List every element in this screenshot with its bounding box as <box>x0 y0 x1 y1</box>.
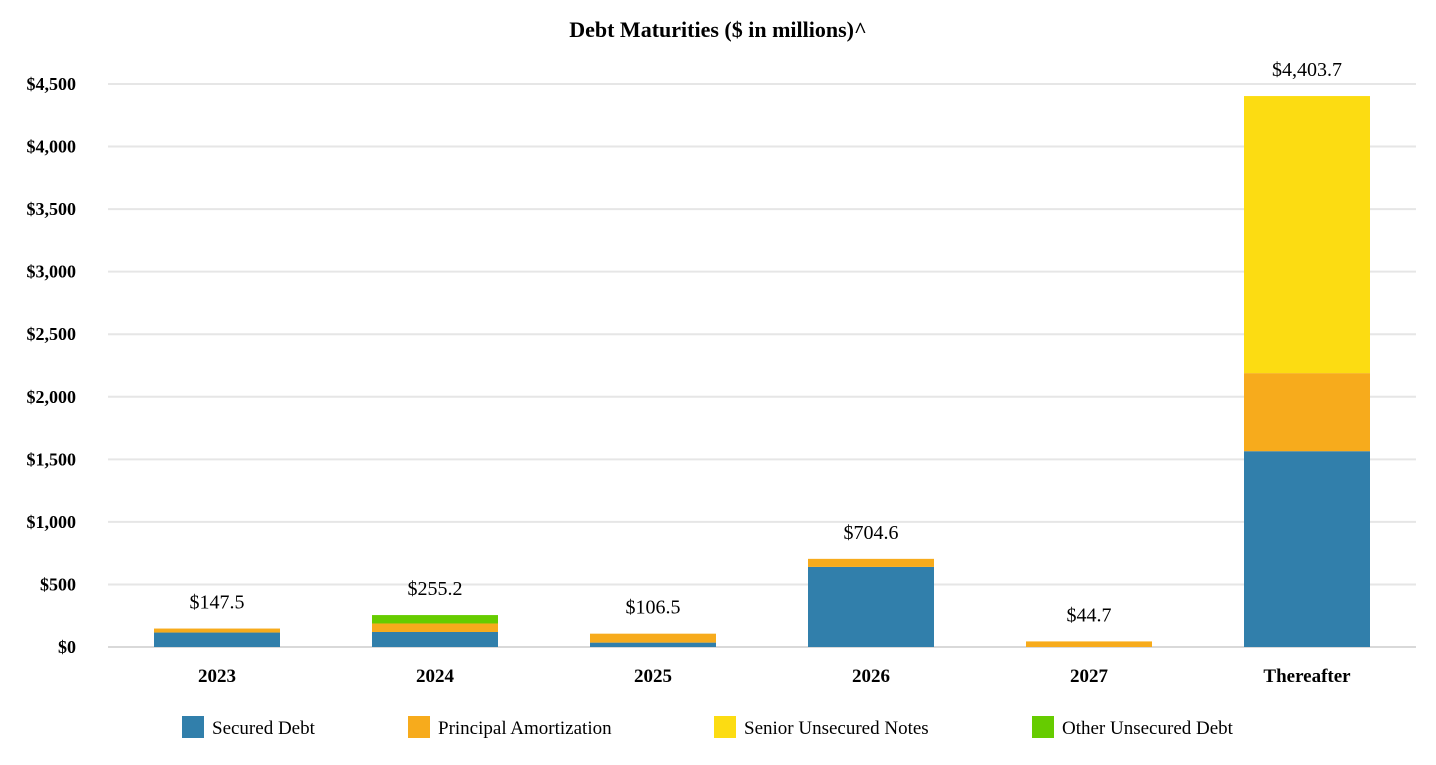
total-label: $44.7 <box>1067 604 1112 626</box>
y-tick-label: $500 <box>40 574 76 594</box>
bar-segment-secured-debt <box>808 566 934 647</box>
bar-segment-secured-debt <box>590 642 716 647</box>
legend-swatch <box>1032 716 1054 738</box>
total-label: $704.6 <box>844 522 899 544</box>
total-label: $106.5 <box>626 597 681 619</box>
y-tick-label: $2,500 <box>27 324 77 344</box>
y-tick-label: $1,500 <box>27 449 77 469</box>
legend-label: Senior Unsecured Notes <box>744 718 929 739</box>
y-tick-label: $3,500 <box>27 199 77 219</box>
x-tick-label: 2027 <box>1070 666 1109 687</box>
legend-swatch <box>714 716 736 738</box>
x-tick-label: 2024 <box>416 666 455 687</box>
x-tick-label: 2026 <box>852 666 890 687</box>
legend-label: Principal Amortization <box>438 718 612 739</box>
bar-segment-principal-amortization <box>590 633 716 643</box>
y-tick-label: $0 <box>58 637 76 657</box>
total-label: $4,403.7 <box>1272 59 1342 81</box>
bar-segment-principal-amortization <box>808 558 934 567</box>
y-tick-label: $4,000 <box>27 137 77 157</box>
legend-swatch <box>182 716 204 738</box>
legend-label: Secured Debt <box>212 718 316 739</box>
bar-segment-secured-debt <box>1244 451 1370 647</box>
bar-segment-principal-amortization <box>372 623 498 632</box>
y-tick-label: $4,500 <box>27 74 77 94</box>
bar-segment-secured-debt <box>154 632 280 647</box>
legend-label: Other Unsecured Debt <box>1062 718 1234 739</box>
bar-segment-principal-amortization <box>1244 373 1370 452</box>
bar-segment-principal-amortization <box>154 628 280 633</box>
chart-title: Debt Maturities ($ in millions)^ <box>569 17 867 42</box>
total-label: $147.5 <box>190 592 245 614</box>
bar-segment-principal-amortization <box>1026 641 1152 647</box>
y-tick-label: $2,000 <box>27 387 77 407</box>
bar-segment-other-unsecured-debt <box>372 615 498 624</box>
bar-segment-secured-debt <box>372 631 498 647</box>
x-tick-label: 2025 <box>634 666 672 687</box>
total-label: $255.2 <box>408 578 463 600</box>
x-tick-label: Thereafter <box>1263 666 1351 687</box>
bar-segment-senior-unsecured-notes <box>1244 96 1370 374</box>
x-tick-label: 2023 <box>198 666 236 687</box>
legend-swatch <box>408 716 430 738</box>
y-tick-label: $1,000 <box>27 512 77 532</box>
y-tick-label: $3,000 <box>27 262 77 282</box>
